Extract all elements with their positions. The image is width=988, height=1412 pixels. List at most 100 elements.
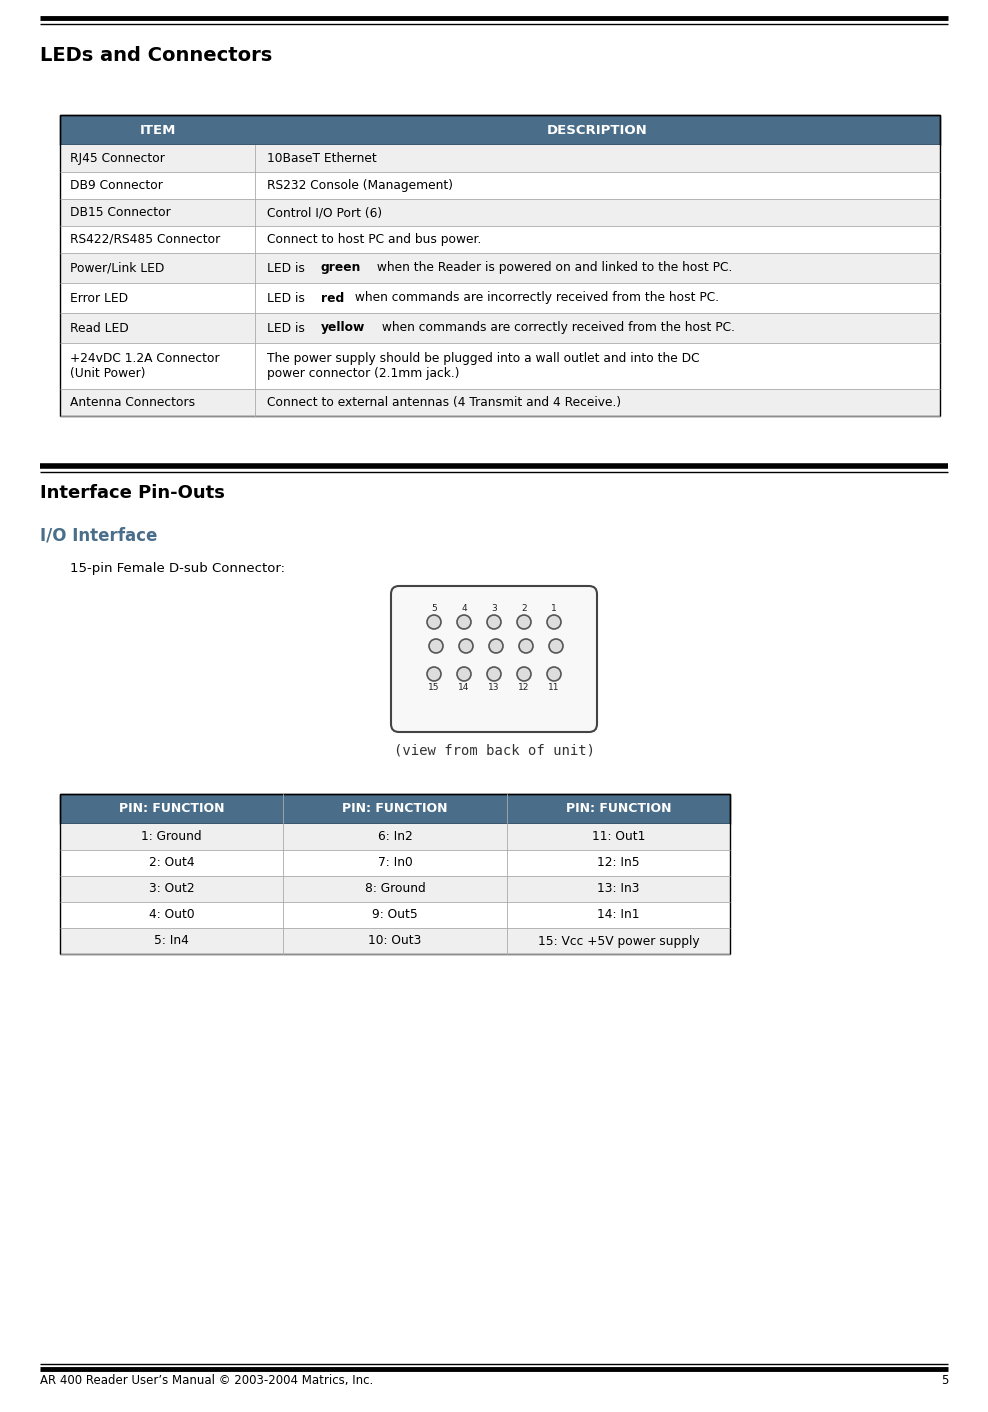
Text: 5: In4: 5: In4 — [154, 935, 189, 947]
Text: Error LED: Error LED — [70, 291, 128, 305]
Text: 4: 4 — [461, 604, 466, 613]
Text: 15: 15 — [428, 683, 440, 692]
FancyBboxPatch shape — [391, 586, 597, 731]
Text: 12: 12 — [519, 683, 530, 692]
Circle shape — [487, 666, 501, 681]
Text: +24vDC 1.2A Connector
(Unit Power): +24vDC 1.2A Connector (Unit Power) — [70, 352, 219, 380]
Circle shape — [519, 640, 533, 652]
Text: 3: Out2: 3: Out2 — [149, 882, 195, 895]
Text: 14: 14 — [458, 683, 469, 692]
Text: 12: In5: 12: In5 — [597, 857, 639, 870]
Text: LEDs and Connectors: LEDs and Connectors — [40, 47, 273, 65]
Text: Control I/O Port (6): Control I/O Port (6) — [267, 206, 382, 219]
Text: 1: 1 — [551, 604, 557, 613]
Text: when commands are incorrectly received from the host PC.: when commands are incorrectly received f… — [351, 291, 719, 305]
Circle shape — [487, 616, 501, 628]
Text: LED is: LED is — [267, 261, 308, 274]
Text: PIN: FUNCTION: PIN: FUNCTION — [119, 802, 224, 816]
Bar — [60, 902, 730, 928]
Text: ITEM: ITEM — [139, 123, 176, 137]
Circle shape — [547, 666, 561, 681]
Bar — [60, 282, 940, 313]
Text: 13: In3: 13: In3 — [597, 882, 639, 895]
Bar — [60, 794, 730, 955]
Bar — [60, 172, 940, 199]
Text: 5: 5 — [431, 604, 437, 613]
Bar — [60, 875, 730, 902]
Bar — [60, 226, 940, 253]
Text: LED is: LED is — [267, 322, 308, 335]
Text: 9: 9 — [463, 641, 468, 651]
Text: Interface Pin-Outs: Interface Pin-Outs — [40, 484, 225, 503]
Bar — [60, 388, 940, 417]
Circle shape — [489, 640, 503, 652]
Text: when commands are correctly received from the host PC.: when commands are correctly received fro… — [378, 322, 735, 335]
Text: 8: Ground: 8: Ground — [365, 882, 426, 895]
Bar — [60, 145, 940, 172]
Text: 11: Out1: 11: Out1 — [592, 830, 645, 843]
Circle shape — [429, 640, 443, 652]
Text: 7: 7 — [524, 641, 529, 651]
Text: 10BaseT Ethernet: 10BaseT Ethernet — [267, 152, 376, 165]
Text: DB15 Connector: DB15 Connector — [70, 206, 171, 219]
Text: 4: Out0: 4: Out0 — [149, 908, 195, 922]
Bar — [60, 114, 940, 145]
Text: 5: 5 — [941, 1374, 948, 1387]
Text: Read LED: Read LED — [70, 322, 128, 335]
Bar — [60, 253, 940, 282]
Circle shape — [427, 666, 441, 681]
Bar — [60, 114, 940, 417]
Text: 15-pin Female D-sub Connector:: 15-pin Female D-sub Connector: — [70, 562, 285, 575]
Text: LED is: LED is — [267, 291, 308, 305]
Bar — [60, 199, 940, 226]
Text: Connect to host PC and bus power.: Connect to host PC and bus power. — [267, 233, 481, 246]
Text: The power supply should be plugged into a wall outlet and into the DC
power conn: The power supply should be plugged into … — [267, 352, 700, 380]
Text: (view from back of unit): (view from back of unit) — [393, 744, 595, 758]
Text: Connect to external antennas (4 Transmit and 4 Receive.): Connect to external antennas (4 Transmit… — [267, 395, 621, 409]
Text: 14: In1: 14: In1 — [597, 908, 639, 922]
Text: yellow: yellow — [321, 322, 366, 335]
Circle shape — [457, 616, 471, 628]
Circle shape — [517, 666, 531, 681]
Circle shape — [459, 640, 473, 652]
Text: 7: In0: 7: In0 — [377, 857, 412, 870]
Text: PIN: FUNCTION: PIN: FUNCTION — [342, 802, 448, 816]
Bar — [60, 850, 730, 875]
Text: 11: 11 — [548, 683, 560, 692]
Circle shape — [547, 616, 561, 628]
Text: 2: Out4: 2: Out4 — [149, 857, 195, 870]
Text: RS232 Console (Management): RS232 Console (Management) — [267, 179, 453, 192]
Bar — [60, 313, 940, 343]
Text: Antenna Connectors: Antenna Connectors — [70, 395, 195, 409]
Text: PIN: FUNCTION: PIN: FUNCTION — [565, 802, 671, 816]
Text: 13: 13 — [488, 683, 500, 692]
Text: 6: 6 — [553, 641, 558, 651]
Text: RS422/RS485 Connector: RS422/RS485 Connector — [70, 233, 220, 246]
Bar — [60, 825, 730, 850]
Circle shape — [427, 616, 441, 628]
Text: 3: 3 — [491, 604, 497, 613]
Circle shape — [549, 640, 563, 652]
Text: DESCRIPTION: DESCRIPTION — [547, 123, 648, 137]
Text: 9: Out5: 9: Out5 — [372, 908, 418, 922]
Text: RJ45 Connector: RJ45 Connector — [70, 152, 165, 165]
Text: red: red — [321, 291, 344, 305]
Bar — [60, 794, 730, 825]
Bar — [60, 343, 940, 388]
Text: AR 400 Reader User’s Manual © 2003-2004 Matrics, Inc.: AR 400 Reader User’s Manual © 2003-2004 … — [40, 1374, 373, 1387]
Text: 8: 8 — [494, 641, 498, 651]
Text: Power/Link LED: Power/Link LED — [70, 261, 164, 274]
Bar — [60, 928, 730, 955]
Text: 10: Out3: 10: Out3 — [369, 935, 422, 947]
Text: I/O Interface: I/O Interface — [40, 527, 157, 544]
Circle shape — [457, 666, 471, 681]
Text: 2: 2 — [522, 604, 527, 613]
Text: green: green — [321, 261, 362, 274]
Text: 1: Ground: 1: Ground — [141, 830, 202, 843]
Text: 15: Vcc +5V power supply: 15: Vcc +5V power supply — [537, 935, 700, 947]
Circle shape — [517, 616, 531, 628]
Text: 6: In2: 6: In2 — [377, 830, 412, 843]
Text: DB9 Connector: DB9 Connector — [70, 179, 163, 192]
Text: when the Reader is powered on and linked to the host PC.: when the Reader is powered on and linked… — [372, 261, 732, 274]
Text: 10: 10 — [431, 641, 441, 651]
